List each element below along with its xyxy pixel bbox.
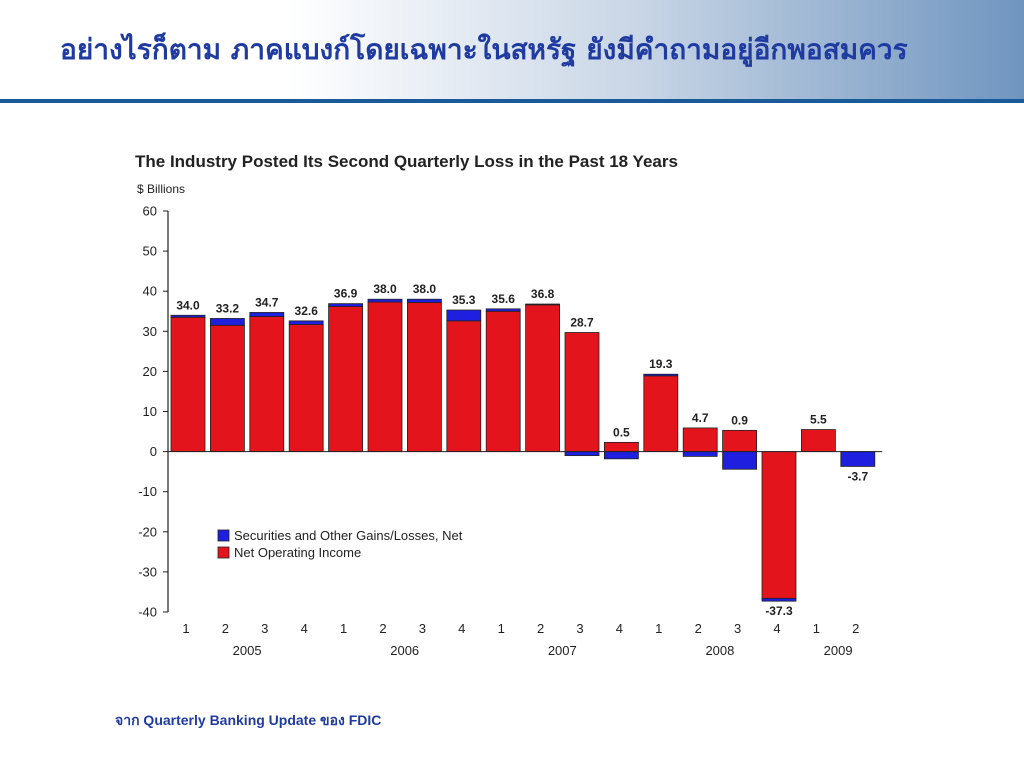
y-tick-label: 0	[150, 444, 157, 459]
bar-securities-gains-losses	[761, 597, 797, 602]
legend-swatch	[217, 546, 230, 559]
x-tick-label: 1	[182, 621, 189, 636]
data-label: 38.0	[413, 282, 437, 296]
y-tick-label: 60	[143, 204, 157, 219]
y-tick-label: -20	[138, 524, 157, 539]
bar-net-operating-income	[643, 375, 679, 453]
bar-net-operating-income	[288, 324, 324, 452]
bar-securities-gains-losses	[682, 451, 718, 457]
y-axis-label: $ Billions	[137, 182, 185, 196]
bar-net-operating-income	[446, 320, 482, 452]
slide-header-band	[0, 0, 1024, 100]
bar-net-operating-income	[170, 316, 206, 453]
year-label: 2009	[824, 643, 853, 658]
bar-net-operating-income	[406, 302, 442, 453]
legend-swatch	[217, 529, 230, 542]
x-tick-label: 4	[301, 621, 308, 636]
y-tick-label: -40	[138, 605, 157, 620]
y-tick-label: 20	[143, 364, 157, 379]
x-tick-label: 4	[616, 621, 623, 636]
title-rule	[0, 99, 1024, 103]
year-label: 2008	[705, 643, 734, 658]
data-label: 34.7	[255, 295, 279, 309]
data-label: 36.9	[334, 287, 358, 301]
legend-label: Net Operating Income	[234, 545, 361, 560]
bar-securities-gains-losses	[722, 451, 757, 470]
x-tick-label: 2	[695, 621, 702, 636]
bar-securities-gains-losses	[249, 312, 285, 317]
bar-securities-gains-losses	[485, 308, 521, 312]
legend-label: Securities and Other Gains/Losses, Net	[234, 528, 463, 543]
bar-securities-gains-losses	[406, 298, 442, 303]
data-label: 5.5	[810, 413, 827, 427]
bar-securities-gains-losses	[209, 318, 245, 326]
x-tick-label: 3	[576, 621, 583, 636]
bar-securities-gains-losses	[328, 303, 364, 307]
bar-net-operating-income	[525, 304, 560, 453]
data-label: 19.3	[649, 357, 673, 371]
data-label: 28.7	[570, 316, 594, 330]
data-label: 35.6	[492, 292, 516, 306]
x-tick-label: 3	[734, 621, 741, 636]
x-tick-label: 2	[222, 621, 229, 636]
bar-securities-gains-losses	[367, 298, 403, 303]
chart-title: The Industry Posted Its Second Quarterly…	[135, 152, 678, 171]
data-label: 34.0	[176, 298, 200, 312]
year-label: 2007	[548, 643, 577, 658]
data-label: 33.2	[216, 301, 240, 315]
x-tick-label: 2	[852, 621, 859, 636]
bar-net-operating-income	[328, 306, 364, 452]
x-tick-label: 1	[813, 621, 820, 636]
x-tick-label: 4	[458, 621, 465, 636]
data-label: 36.8	[531, 287, 555, 301]
bar-net-operating-income	[682, 427, 718, 453]
bar-net-operating-income	[801, 429, 836, 453]
x-tick-label: 3	[419, 621, 426, 636]
source-note: จาก Quarterly Banking Update ของ FDIC	[115, 712, 382, 728]
bar-securities-gains-losses	[446, 309, 482, 322]
x-tick-label: 2	[379, 621, 386, 636]
data-label: -37.3	[765, 604, 793, 618]
y-tick-label: 50	[143, 244, 157, 259]
x-tick-label: 3	[261, 621, 268, 636]
bar-securities-gains-losses	[564, 451, 600, 457]
x-tick-label: 1	[655, 621, 662, 636]
data-label: -3.7	[847, 469, 868, 483]
data-label: 0.5	[613, 425, 630, 439]
data-label: 32.6	[295, 304, 319, 318]
bar-securities-gains-losses	[170, 314, 206, 318]
bar-securities-gains-losses	[525, 303, 560, 306]
slide-title: อย่างไรก็ตาม ภาคแบงก์โดยเฉพาะในสหรัฐ ยัง…	[60, 33, 908, 66]
y-tick-label: -10	[138, 484, 157, 499]
y-tick-label: -30	[138, 564, 157, 579]
bar-net-operating-income	[485, 310, 521, 453]
bar-net-operating-income	[209, 324, 245, 453]
y-tick-label: 10	[143, 404, 157, 419]
bar-net-operating-income	[249, 316, 285, 453]
x-tick-label: 1	[498, 621, 505, 636]
bar-net-operating-income	[722, 429, 757, 452]
year-label: 2005	[233, 643, 262, 658]
y-tick-label: 30	[143, 324, 157, 339]
bar-securities-gains-losses	[840, 451, 876, 467]
bar-securities-gains-losses	[643, 373, 679, 377]
bar-net-operating-income	[761, 451, 797, 599]
bar-net-operating-income	[564, 332, 600, 452]
year-label: 2006	[390, 643, 419, 658]
x-tick-label: 1	[340, 621, 347, 636]
data-label: 38.0	[373, 282, 397, 296]
bar-net-operating-income	[367, 301, 403, 453]
x-tick-label: 2	[537, 621, 544, 636]
bar-securities-gains-losses	[604, 451, 639, 460]
y-tick-label: 40	[143, 284, 157, 299]
bar-net-operating-income	[604, 441, 639, 453]
data-label: 35.3	[452, 293, 476, 307]
bar-securities-gains-losses	[288, 320, 324, 325]
x-tick-label: 4	[773, 621, 780, 636]
data-label: 4.7	[692, 411, 709, 425]
data-label: 0.9	[731, 413, 748, 427]
